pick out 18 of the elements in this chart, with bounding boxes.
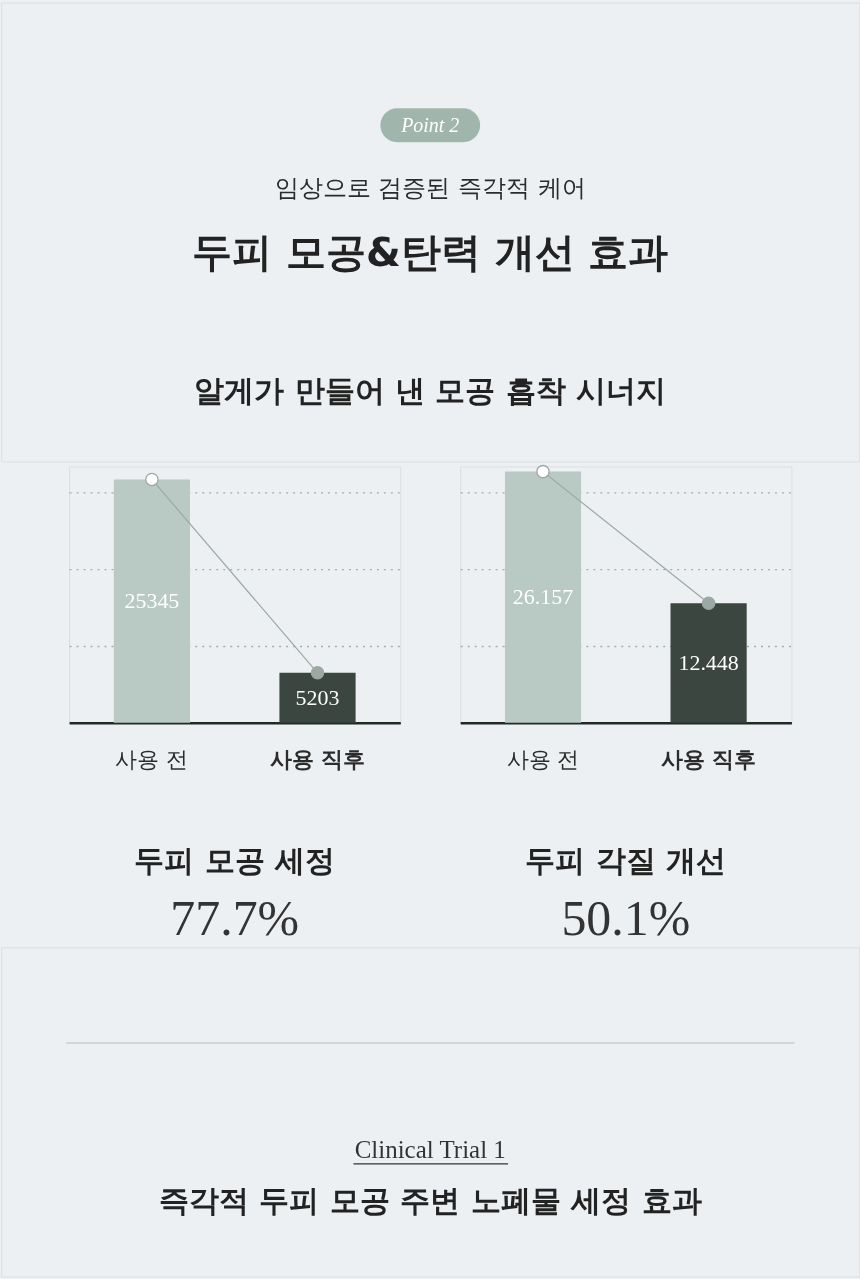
data-label: 5203 bbox=[295, 684, 340, 710]
data-label: 26.157 bbox=[512, 584, 574, 610]
data-label: 25345 bbox=[124, 588, 180, 614]
text: 임상으로 검증된 즉각적 케어 bbox=[274, 174, 586, 203]
x-tick-label: 사용 직후 bbox=[660, 747, 757, 773]
text: 50.1% bbox=[561, 891, 691, 947]
text: 즉각적 두피 모공 주변 노폐물 세정 효과 bbox=[158, 1182, 702, 1218]
text: 77.7% bbox=[170, 891, 300, 947]
text: Clinical Trial 1 bbox=[354, 1135, 506, 1163]
text: Point 2 bbox=[400, 114, 460, 137]
text: 두피 각질 개선 bbox=[525, 843, 727, 879]
x-tick-label: 사용 전 bbox=[506, 747, 580, 773]
text: 알게가 만들어 낸 모공 흡착 시너지 bbox=[194, 372, 667, 408]
x-tick-label: 사용 직후 bbox=[269, 747, 366, 773]
x-tick-label: 사용 전 bbox=[115, 747, 189, 773]
text: 두피 모공 세정 bbox=[134, 843, 336, 879]
data-label: 12.448 bbox=[678, 650, 739, 676]
text: 두피 모공&탄력 개선 효과 bbox=[192, 228, 669, 275]
